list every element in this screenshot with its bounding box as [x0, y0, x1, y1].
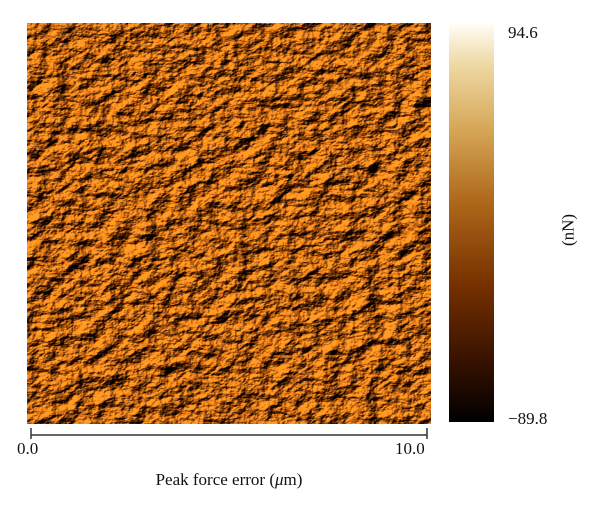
afm-peak-force-error-image [27, 23, 431, 424]
axis-caption-unit-symbol: μ [274, 470, 284, 489]
colorbar-min-label: −89.8 [508, 409, 548, 428]
axis-caption-suffix: m) [283, 470, 303, 489]
axis-caption-prefix: Peak force error ( [155, 470, 275, 489]
axis-start-label: 0.0 [17, 439, 39, 458]
axis-end-label: 10.0 [395, 439, 425, 458]
colorbar-unit-label: (nN) [558, 213, 578, 247]
scan-length-axis [30, 428, 428, 439]
axis-caption: Peak force error (μm) [156, 471, 303, 488]
colorbar [449, 24, 494, 422]
colorbar-max-label: 94.6 [508, 23, 538, 42]
